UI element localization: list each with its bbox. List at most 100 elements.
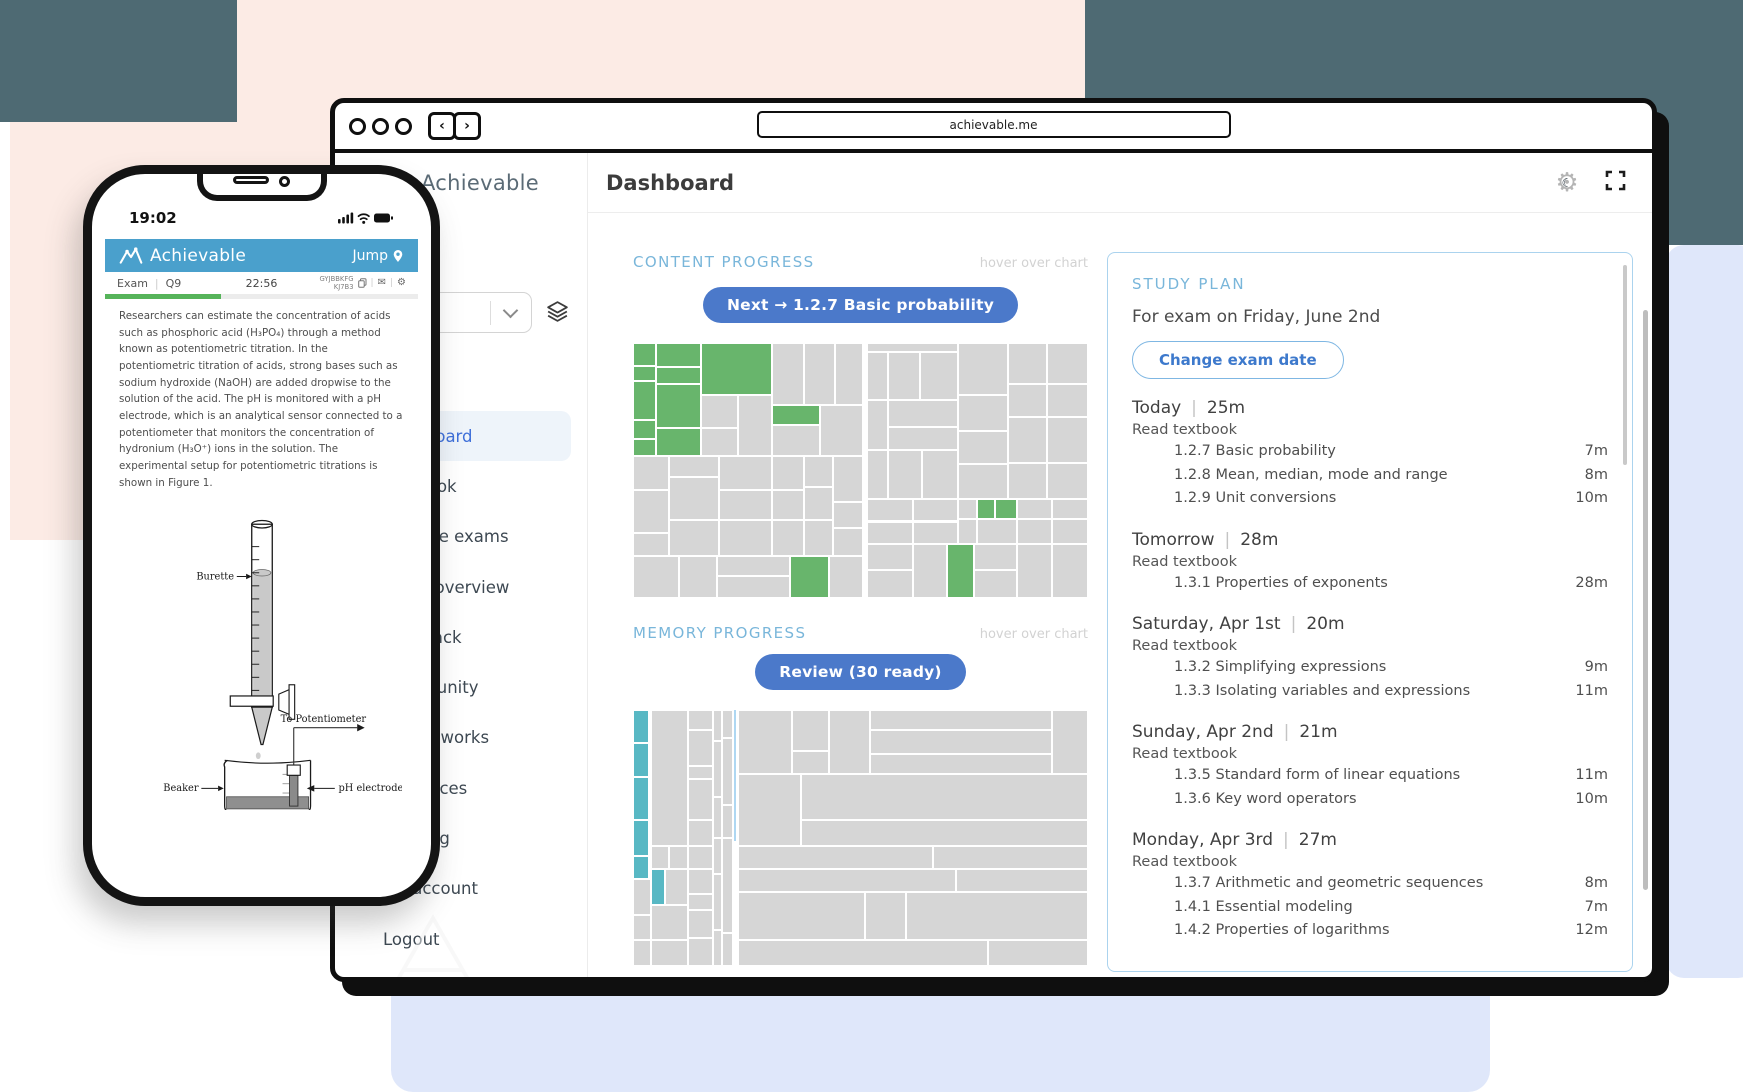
treemap-cell[interactable] xyxy=(687,766,713,780)
mail-icon[interactable]: ✉ xyxy=(377,277,386,288)
treemap-cell[interactable] xyxy=(887,427,959,451)
treemap-cell[interactable] xyxy=(919,351,959,401)
treemap-cell[interactable] xyxy=(771,343,804,406)
treemap-cell[interactable] xyxy=(721,838,734,933)
copy-icon[interactable] xyxy=(357,278,367,288)
treemap-cell[interactable] xyxy=(921,450,959,499)
treemap-cell[interactable] xyxy=(865,891,906,941)
treemap-cell[interactable] xyxy=(976,518,1018,545)
treemap-cell[interactable] xyxy=(721,710,734,739)
treemap-cell[interactable] xyxy=(651,940,688,966)
treemap-cell[interactable] xyxy=(867,498,913,522)
treemap-cell[interactable] xyxy=(974,569,1018,598)
treemap-cell[interactable] xyxy=(792,750,829,774)
treemap-cell[interactable] xyxy=(717,555,790,577)
treemap-cell[interactable] xyxy=(867,521,913,545)
treemap-cell[interactable] xyxy=(803,487,834,521)
treemap-cell[interactable] xyxy=(887,450,922,499)
treemap-cell[interactable] xyxy=(719,520,772,556)
treemap-cell[interactable] xyxy=(737,710,793,774)
treemap-cell[interactable] xyxy=(687,710,713,731)
treemap-cell[interactable] xyxy=(887,400,959,428)
treemap-cell[interactable] xyxy=(633,365,656,382)
treemap-cell[interactable] xyxy=(976,498,995,519)
treemap-cell[interactable] xyxy=(828,710,870,774)
treemap-cell[interactable] xyxy=(956,868,1088,892)
treemap-cell[interactable] xyxy=(633,489,670,533)
treemap-cell[interactable] xyxy=(1047,343,1088,384)
treemap-cell[interactable] xyxy=(1008,416,1048,463)
treemap-cell[interactable] xyxy=(906,891,1088,941)
treemap-cell[interactable] xyxy=(1051,544,1088,598)
treemap-cell[interactable] xyxy=(717,576,790,598)
treemap-cell[interactable] xyxy=(712,740,722,798)
treemap-cell[interactable] xyxy=(803,343,836,406)
treemap-cell[interactable] xyxy=(803,520,834,556)
treemap-cell[interactable] xyxy=(669,476,720,521)
next-lesson-button[interactable]: Next → 1.2.7 Basic probability xyxy=(702,287,1019,323)
treemap-cell[interactable] xyxy=(867,569,913,598)
treemap-cell[interactable] xyxy=(912,544,947,598)
treemap-cell[interactable] xyxy=(633,914,652,941)
treemap-cell[interactable] xyxy=(869,753,1052,774)
treemap-cell[interactable] xyxy=(1017,498,1052,519)
treemap-cell[interactable] xyxy=(687,937,713,966)
treemap-cell[interactable] xyxy=(651,845,670,869)
treemap-cell[interactable] xyxy=(701,428,738,457)
treemap-cell[interactable] xyxy=(867,343,959,352)
treemap-cell[interactable] xyxy=(833,456,863,503)
treemap-cell[interactable] xyxy=(1008,343,1048,384)
treemap-cell[interactable] xyxy=(1008,462,1048,499)
treemap-cell[interactable] xyxy=(912,521,959,545)
treemap-cell[interactable] xyxy=(1047,462,1088,499)
treemap-cell[interactable] xyxy=(835,343,863,406)
treemap-cell[interactable] xyxy=(633,438,656,457)
treemap-cell[interactable] xyxy=(737,395,772,457)
treemap-cell[interactable] xyxy=(633,855,649,879)
treemap-cell[interactable] xyxy=(719,489,772,521)
back-button[interactable]: ‹ xyxy=(428,112,456,140)
treemap-cell[interactable] xyxy=(633,456,670,490)
treemap-cell[interactable] xyxy=(828,555,863,598)
treemap-cell[interactable] xyxy=(655,343,702,368)
settings-gear-icon[interactable]: ⚙ xyxy=(397,277,406,288)
treemap-cell[interactable] xyxy=(819,405,863,457)
window-control-dot[interactable] xyxy=(349,117,366,135)
treemap-cell[interactable] xyxy=(701,343,772,396)
treemap-cell[interactable] xyxy=(721,738,734,805)
treemap-cell[interactable] xyxy=(633,820,649,856)
treemap-cell[interactable] xyxy=(833,527,863,556)
treemap-cell[interactable] xyxy=(712,873,722,931)
treemap-cell[interactable] xyxy=(655,383,702,429)
treemap-cell[interactable] xyxy=(867,351,888,401)
treemap-cell[interactable] xyxy=(737,940,988,966)
treemap-cell[interactable] xyxy=(803,456,834,488)
treemap-cell[interactable] xyxy=(994,498,1018,519)
treemap-cell[interactable] xyxy=(687,779,713,821)
treemap-cell[interactable] xyxy=(1051,498,1088,519)
treemap-cell[interactable] xyxy=(633,710,649,744)
treemap-cell[interactable] xyxy=(912,498,959,522)
treemap-cell[interactable] xyxy=(1047,383,1088,417)
treemap-cell[interactable] xyxy=(633,743,649,777)
content-progress-treemap[interactable] xyxy=(633,343,1088,598)
treemap-cell[interactable] xyxy=(633,940,652,966)
treemap-cell[interactable] xyxy=(655,367,702,384)
treemap-cell[interactable] xyxy=(687,868,713,895)
fullscreen-icon[interactable] xyxy=(1605,170,1626,195)
treemap-cell[interactable] xyxy=(771,424,820,457)
dark-mode-toggle-icon[interactable]: ⚙ ☾ xyxy=(1555,167,1579,198)
treemap-cell[interactable] xyxy=(712,930,722,966)
treemap-cell[interactable] xyxy=(737,774,802,846)
treemap-cell[interactable] xyxy=(687,909,713,938)
treemap-cell[interactable] xyxy=(633,532,670,556)
treemap-cell[interactable] xyxy=(771,405,820,425)
treemap-cell[interactable] xyxy=(771,456,804,490)
treemap-cell[interactable] xyxy=(789,555,829,598)
treemap-cell[interactable] xyxy=(867,450,888,499)
treemap-cell[interactable] xyxy=(687,820,713,846)
treemap-cell[interactable] xyxy=(633,419,656,439)
treemap-cell[interactable] xyxy=(867,544,913,570)
treemap-cell[interactable] xyxy=(633,776,649,821)
treemap-cell[interactable] xyxy=(801,820,1088,846)
